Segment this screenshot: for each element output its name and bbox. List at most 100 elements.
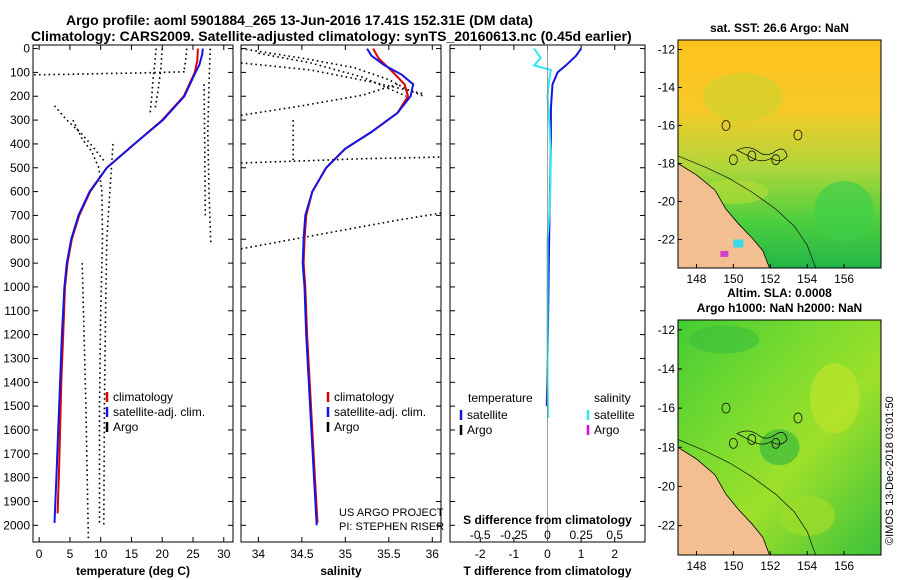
depth-tick-label: 700 xyxy=(10,208,30,222)
salinity-reference-profile-dotted xyxy=(240,83,398,117)
depth-tick-label: 1100 xyxy=(4,304,30,318)
sst_map-reef-cay xyxy=(793,129,803,141)
salinity-reference-profile-dotted xyxy=(240,212,442,250)
sla-patch xyxy=(759,429,800,466)
sst_map-frame xyxy=(677,39,882,269)
temperature-reference-profile-dotted xyxy=(103,143,114,526)
sla_map-title: Altim. SLA: 0.0008 xyxy=(727,286,832,300)
depth-tick-label: 400 xyxy=(10,137,30,151)
difference-xtick-label: 0 xyxy=(544,547,551,561)
legend-label: Argo xyxy=(467,423,493,437)
sst_map-ytick-label: -16 xyxy=(658,119,676,133)
legend-title-temperature: temperature xyxy=(468,391,533,405)
sst_map-reef-cay xyxy=(771,154,781,166)
sla_map-ytick-label: -18 xyxy=(658,440,676,454)
sla_map-coastline-land xyxy=(678,446,770,555)
difference-xlabel: T difference from climatology xyxy=(463,564,631,578)
temperature-reference-profile-dotted xyxy=(53,105,105,162)
credit-text: US ARGO PROJECT xyxy=(339,507,444,519)
temperature-reference-profile-dotted xyxy=(203,84,207,216)
temperature-xtick-label: 5 xyxy=(67,547,74,561)
timestamp-stamp: ©IMOS 13-Dec-2018 03:01:50 xyxy=(884,396,896,545)
sst_map-xtick-label: 152 xyxy=(760,272,780,286)
sla_map-ytick-label: -22 xyxy=(658,519,676,533)
difference-xtick-label: 1 xyxy=(578,547,585,561)
legend-label: climatology xyxy=(113,390,173,404)
salinity-difference-tick-label: -0.5 xyxy=(470,528,491,542)
sst_map-title: sat. SST: 26.6 Argo: NaN xyxy=(710,21,849,35)
temperature-xtick-label: 15 xyxy=(125,547,139,561)
sst_map-panel: sat. SST: 26.6 Argo: NaN 148 150 152 154 156 -… xyxy=(658,21,882,286)
credit-text: PI: STEPHEN RISER xyxy=(339,521,444,533)
sla_map-xtick-label: 150 xyxy=(723,559,743,573)
sla_map-reef-cay xyxy=(747,434,757,445)
sla_map-reef-cay xyxy=(728,437,738,449)
sst_map-reef-outline xyxy=(678,155,817,268)
difference-xtick-label: -2 xyxy=(475,547,486,561)
sst_map-xtick-label: 154 xyxy=(797,272,817,286)
salinity-axes-frame xyxy=(240,44,442,543)
temperature-xlabel: temperature (deg C) xyxy=(76,564,190,578)
legend-label: Argo xyxy=(594,423,620,437)
sst-magenta-cells xyxy=(720,250,729,257)
sst_map-coastline-land xyxy=(678,163,770,268)
temperature-xtick-label: 0 xyxy=(36,547,43,561)
sla_map-xtick-label: 156 xyxy=(834,559,854,573)
depth-tick-label: 1600 xyxy=(3,423,30,437)
sla_map-ytick-label: -12 xyxy=(658,323,676,337)
depth-tick-label: 1500 xyxy=(3,399,30,413)
salinity-reference-profile-dotted xyxy=(240,47,424,97)
salinity-panel: 34 34.5 35 35.5 36 salinity climatologysatelli… xyxy=(240,44,444,578)
depth-tick-label: 900 xyxy=(10,256,30,270)
salinity-reference-profile-dotted xyxy=(240,62,424,95)
sla_map-title: Argo h1000: NaN h2000: NaN xyxy=(697,301,862,315)
sla-patch xyxy=(809,363,860,434)
temperature-reference-profile-dotted xyxy=(154,48,163,111)
salinity-difference-axis-title: S difference from climatology xyxy=(463,513,632,527)
temperature-axes-frame xyxy=(32,44,234,543)
depth-tick-label: 1700 xyxy=(3,447,30,461)
sst_map-xtick-label: 148 xyxy=(686,272,706,286)
temperature-panel: 0100200300400500600700800900100011001200… xyxy=(3,42,234,578)
temperature-reference-profile-dotted xyxy=(149,48,157,116)
sst_map-image xyxy=(678,40,881,268)
temperature-xtick-label: 10 xyxy=(94,547,108,561)
depth-tick-label: 800 xyxy=(10,232,30,246)
salinity-difference-tick-label: 0.5 xyxy=(606,528,623,542)
salinity-reference-profile-dotted xyxy=(258,52,407,97)
temperature-xtick-label: 25 xyxy=(186,547,200,561)
depth-tick-label: 500 xyxy=(10,161,30,175)
temperature-reference-profile-dotted xyxy=(34,70,187,76)
depth-tick-label: 2000 xyxy=(3,518,30,532)
sst_map-xtick-label: 156 xyxy=(834,272,854,286)
salinity-xtick-label: 34 xyxy=(252,547,266,561)
legend-label: satellite-adj. clim. xyxy=(113,405,205,419)
depth-tick-label: 300 xyxy=(10,113,30,127)
difference-legend: temperature salinitysatelliteArgosatellit… xyxy=(459,391,635,437)
difference-series-satellite-salinity- xyxy=(532,48,553,419)
depth-tick-label: 1000 xyxy=(3,280,30,294)
salinity-xtick-label: 34.5 xyxy=(290,547,314,561)
sla_map-reef-cay xyxy=(721,402,731,414)
salinity-xtick-label: 35.5 xyxy=(377,547,401,561)
temperature-xtick-label: 30 xyxy=(217,547,231,561)
legend-label: Argo xyxy=(334,420,360,434)
legend-title-salinity: salinity xyxy=(594,391,631,405)
legend-label: climatology xyxy=(334,390,394,404)
difference-xtick-label: -1 xyxy=(509,547,520,561)
sst_map-reef-cay xyxy=(728,154,738,166)
salinity-xtick-label: 36 xyxy=(426,547,440,561)
sst_map-ytick-label: -14 xyxy=(658,81,676,95)
salinity-xtick-label: 35 xyxy=(339,547,353,561)
sla_map-ytick-label: -14 xyxy=(658,362,676,376)
sla_map-reef-cay xyxy=(793,412,803,424)
salinity-reference-profile-dotted xyxy=(240,156,442,164)
sst_map-reef-cay xyxy=(721,120,731,131)
sla_map-frame xyxy=(677,319,882,556)
legend-label: satellite xyxy=(594,408,635,422)
salinity-series-climatology xyxy=(302,48,410,523)
temperature-reference-profile-dotted xyxy=(206,48,212,245)
